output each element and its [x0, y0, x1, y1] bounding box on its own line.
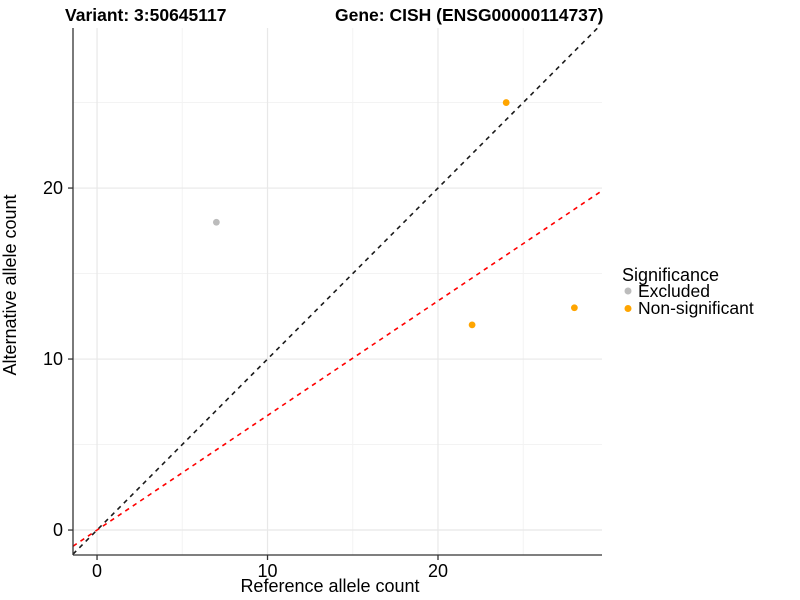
y-tick-label: 0 — [53, 520, 63, 540]
legend-title: Significance — [622, 265, 719, 285]
plot-panel — [73, 28, 602, 555]
legend: Significance Excluded Non-significant — [622, 265, 754, 318]
identity-line — [73, 28, 599, 555]
y-tick-label: 20 — [43, 178, 63, 198]
x-axis-title: Reference allele count — [240, 576, 419, 596]
legend-swatch-non-significant-icon — [624, 305, 632, 312]
point-non-significant — [570, 304, 578, 312]
legend-label-excluded: Excluded — [638, 281, 710, 301]
data-points — [212, 99, 578, 329]
legend-label-non-significant: Non-significant — [638, 298, 754, 318]
y-axis-title: Alternative allele count — [0, 194, 20, 375]
gridlines — [73, 28, 602, 555]
expected-ratio-line — [73, 190, 602, 547]
x-tick-label: 0 — [92, 561, 102, 581]
plot-title-gene: Gene: CISH (ENSG00000114737) — [335, 5, 603, 25]
x-tick-label: 20 — [428, 561, 448, 581]
legend-swatch-excluded-icon — [624, 287, 632, 295]
x-tick-label: 10 — [258, 561, 278, 581]
reference-lines — [73, 28, 602, 555]
plot-title-variant: Variant: 3:50645117 — [65, 5, 227, 25]
point-excluded — [212, 218, 220, 226]
axes: 0 10 20 0 10 20 — [43, 28, 602, 581]
point-non-significant — [502, 99, 510, 106]
y-tick-label: 10 — [43, 349, 63, 369]
point-non-significant — [468, 321, 476, 329]
